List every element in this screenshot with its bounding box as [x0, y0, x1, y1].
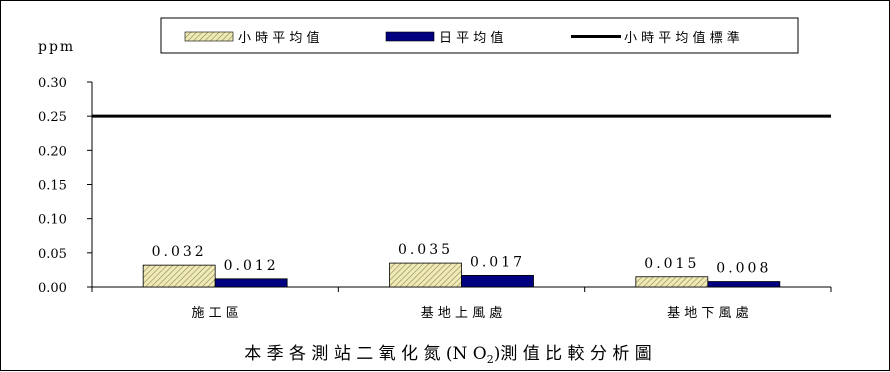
bar-hourly — [635, 276, 709, 288]
plot-area: 0.00 0.05 0.10 0.15 0.20 0.25 0.30 0.032 0.012 施 … — [38, 76, 832, 321]
legend-label-hourly: 小 時 平 均 值 — [238, 30, 320, 46]
data-label-hourly: 0.015 — [644, 256, 699, 272]
y-axis-label: ppm — [38, 39, 75, 55]
data-label-hourly: 0.035 — [398, 242, 453, 258]
category-label: 基 地 下 風 處 — [667, 306, 749, 321]
chart-title: 本 季 各 測 站 二 氧 化 氮 (N O2)測 值 比 較 分 析 圖 — [244, 344, 652, 366]
category-label: 基 地 上 風 處 — [421, 306, 503, 321]
y-tick-label: 0.25 — [38, 110, 67, 125]
y-tick-label: 0.10 — [38, 213, 67, 228]
y-tick-label: 0.15 — [38, 179, 67, 194]
data-label-hourly: 0.032 — [152, 244, 207, 260]
legend: 小 時 平 均 值 日 平 均 值 小 時 平 均 值 標 準 — [160, 17, 799, 54]
bar-daily — [461, 274, 534, 288]
legend-label-daily: 日 平 均 值 — [439, 30, 503, 46]
chart-title-subscript: 2 — [487, 353, 494, 366]
data-label-daily: 0.012 — [224, 258, 279, 274]
category-label: 施 工 區 — [192, 306, 239, 321]
y-tick-label: 0.05 — [38, 247, 67, 262]
y-tick-label: 0.00 — [38, 281, 67, 296]
bar-daily — [214, 278, 288, 288]
legend-box — [160, 17, 799, 54]
chart-title-part-1: 本 季 各 測 站 二 氧 化 氮 (N O — [244, 344, 486, 364]
data-label-daily: 0.008 — [716, 261, 771, 277]
data-label-daily: 0.017 — [470, 254, 525, 270]
legend-label-standard: 小 時 平 均 值 標 準 — [624, 30, 740, 46]
chart-title-part-2: )測 值 比 較 分 析 圖 — [494, 344, 652, 364]
bar-hourly — [142, 264, 216, 288]
y-tick-label: 0.30 — [38, 76, 67, 91]
legend-swatch-daily — [385, 31, 435, 42]
bar-daily — [707, 281, 781, 288]
legend-swatch-hourly — [184, 31, 234, 42]
y-tick-label: 0.20 — [38, 144, 67, 159]
bar-hourly — [389, 262, 462, 288]
